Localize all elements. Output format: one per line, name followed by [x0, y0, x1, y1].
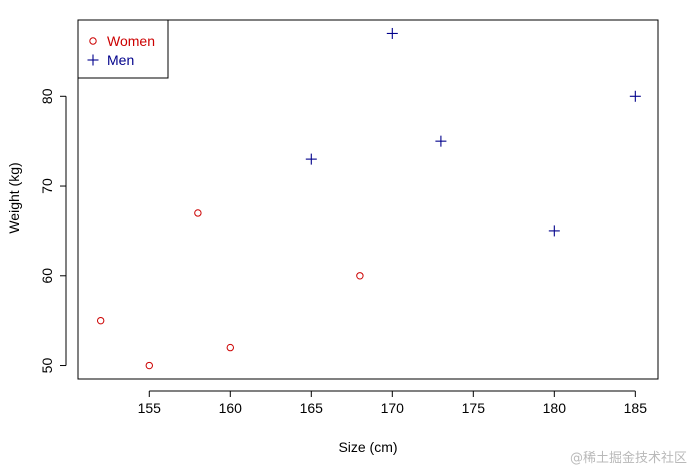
men-point [305, 153, 317, 165]
men-point [629, 90, 641, 102]
x-tick-label: 160 [219, 400, 243, 416]
x-tick-label: 155 [138, 400, 162, 416]
legend-men-marker [87, 54, 99, 66]
legend-box [77, 19, 169, 79]
x-tick-label: 175 [462, 400, 486, 416]
legend-women-label: Women [107, 33, 155, 49]
women-point [145, 361, 153, 370]
men-point [435, 135, 447, 147]
y-tick-label: 60 [39, 268, 55, 284]
y-tick-label: 50 [39, 358, 55, 374]
men-point [548, 225, 560, 237]
legend: Women Men [77, 19, 169, 79]
x-tick-label: 165 [300, 400, 324, 416]
plot-frame [77, 19, 659, 380]
plot-layer [96, 27, 641, 370]
women-point [194, 209, 202, 217]
women-point [226, 343, 234, 352]
women-point [96, 316, 105, 325]
x-axis-title: Size (cm) [338, 439, 397, 455]
axis-layer: 155 160 165 170 175 180 185 50 60 70 80 [39, 19, 659, 416]
women-point [356, 272, 364, 280]
watermark: @稀土掘金技术社区 [569, 451, 687, 466]
men-point [386, 27, 398, 39]
x-tick-label: 170 [381, 400, 405, 416]
legend-men-label: Men [107, 52, 134, 68]
y-tick-label: 80 [39, 88, 55, 104]
y-axis-title: Weight (kg) [6, 162, 22, 233]
legend-women-marker [89, 37, 97, 45]
x-tick-label: 185 [624, 400, 648, 416]
y-tick-label: 70 [39, 178, 55, 194]
x-tick-label: 180 [543, 400, 567, 416]
